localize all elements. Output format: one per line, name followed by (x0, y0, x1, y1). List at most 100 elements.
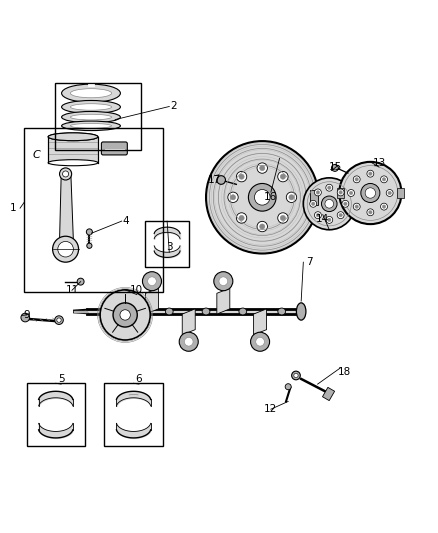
Circle shape (294, 373, 298, 378)
Circle shape (278, 213, 288, 223)
Circle shape (386, 190, 393, 197)
Circle shape (251, 332, 270, 351)
Circle shape (260, 224, 265, 229)
Circle shape (326, 216, 333, 223)
Ellipse shape (71, 114, 112, 120)
Circle shape (325, 199, 334, 208)
Circle shape (350, 191, 353, 195)
Circle shape (381, 176, 388, 183)
Text: 18: 18 (338, 367, 351, 377)
Text: 13: 13 (372, 158, 385, 168)
Circle shape (365, 188, 375, 198)
Circle shape (239, 215, 244, 221)
Circle shape (381, 203, 388, 210)
Circle shape (344, 202, 347, 206)
Circle shape (348, 190, 354, 197)
Circle shape (55, 316, 64, 325)
Ellipse shape (71, 124, 112, 128)
Ellipse shape (48, 133, 98, 141)
FancyBboxPatch shape (101, 142, 127, 155)
Circle shape (355, 205, 358, 208)
Circle shape (256, 337, 265, 346)
Ellipse shape (239, 308, 247, 315)
Ellipse shape (62, 111, 120, 123)
Ellipse shape (62, 101, 120, 114)
Ellipse shape (62, 84, 120, 102)
Bar (145, 221, 189, 266)
Circle shape (314, 212, 321, 219)
Circle shape (260, 165, 265, 171)
Text: 7: 7 (307, 257, 313, 267)
Circle shape (239, 174, 244, 179)
Circle shape (353, 203, 360, 210)
Circle shape (369, 211, 372, 214)
Circle shape (254, 190, 270, 205)
Circle shape (361, 183, 380, 203)
Circle shape (248, 183, 276, 211)
Circle shape (63, 171, 69, 177)
Circle shape (217, 176, 226, 184)
Circle shape (321, 196, 337, 212)
Circle shape (310, 200, 317, 207)
Circle shape (179, 332, 198, 351)
Bar (104, 383, 163, 446)
Circle shape (328, 186, 331, 189)
Circle shape (278, 172, 288, 182)
Text: 2: 2 (170, 101, 177, 111)
Text: 6: 6 (136, 374, 142, 384)
Circle shape (337, 189, 344, 196)
Ellipse shape (166, 308, 173, 315)
Text: 5: 5 (58, 374, 64, 384)
Circle shape (339, 162, 402, 224)
Circle shape (304, 178, 355, 230)
Circle shape (100, 290, 150, 340)
Ellipse shape (48, 133, 98, 141)
Bar (322, 387, 335, 401)
Text: 15: 15 (329, 162, 343, 172)
Bar (25, 128, 163, 293)
Polygon shape (60, 172, 74, 240)
Circle shape (285, 384, 291, 390)
Circle shape (148, 277, 156, 286)
Circle shape (353, 176, 360, 183)
Circle shape (77, 278, 84, 285)
Circle shape (326, 184, 333, 191)
Circle shape (339, 191, 343, 194)
Circle shape (230, 195, 236, 200)
Circle shape (237, 172, 247, 182)
Circle shape (237, 213, 247, 223)
Circle shape (342, 200, 349, 207)
Ellipse shape (71, 104, 112, 110)
Circle shape (86, 229, 92, 235)
Circle shape (367, 170, 374, 177)
Bar (27, 383, 85, 446)
Text: 10: 10 (130, 285, 143, 295)
Circle shape (21, 313, 30, 322)
Circle shape (219, 277, 228, 286)
Ellipse shape (62, 121, 120, 131)
Circle shape (382, 205, 386, 208)
Circle shape (142, 272, 162, 290)
Text: 3: 3 (166, 242, 173, 252)
Circle shape (120, 310, 131, 320)
Circle shape (206, 141, 318, 254)
Circle shape (257, 163, 268, 173)
Text: 1: 1 (10, 203, 17, 213)
Circle shape (332, 165, 338, 172)
Circle shape (328, 218, 331, 222)
Bar (55, 83, 141, 150)
Circle shape (58, 241, 74, 257)
Ellipse shape (71, 88, 112, 98)
Circle shape (316, 213, 320, 217)
Circle shape (337, 212, 344, 219)
Circle shape (214, 272, 233, 290)
Text: 12: 12 (264, 404, 278, 414)
Circle shape (314, 189, 321, 196)
Bar (310, 190, 318, 205)
Circle shape (388, 191, 392, 195)
Ellipse shape (278, 308, 286, 315)
Polygon shape (182, 309, 195, 335)
Circle shape (316, 191, 320, 194)
Circle shape (87, 243, 92, 248)
Text: 9: 9 (23, 310, 30, 320)
